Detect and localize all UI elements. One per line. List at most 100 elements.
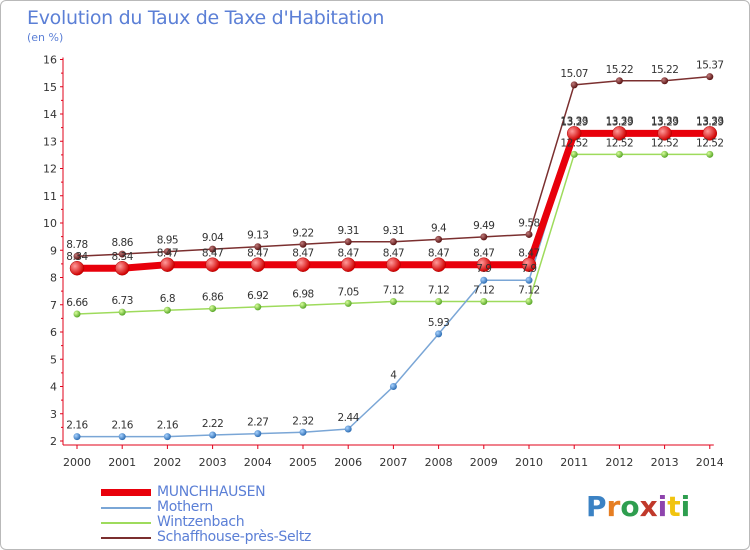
x-tick-label: 2005 xyxy=(289,456,317,469)
data-point xyxy=(480,276,488,284)
data-label: 8.47 xyxy=(202,248,223,260)
data-point xyxy=(525,276,533,284)
y-tick-label: 8 xyxy=(50,272,57,285)
data-point xyxy=(254,303,262,311)
data-point xyxy=(521,257,537,272)
data-label: 13.29 xyxy=(696,116,724,128)
data-label: 2.16 xyxy=(112,420,134,432)
legend-label: Mothern xyxy=(157,499,213,515)
data-point xyxy=(344,238,352,246)
logo-letter: r xyxy=(606,490,621,523)
y-tick-label: 12 xyxy=(43,163,57,176)
data-labels: 8.34 8.34 8.47 8.47 8.47 8.47 8.47 8.47 8.47 8.47… xyxy=(66,60,724,432)
data-point xyxy=(205,257,220,272)
data-point xyxy=(163,248,171,256)
data-label: 13.33 xyxy=(606,115,634,127)
y-tick-label: 5 xyxy=(50,353,57,366)
data-label: 9.31 xyxy=(338,225,359,237)
data-label: 8.78 xyxy=(66,239,87,251)
data-label: 9.49 xyxy=(473,220,494,232)
data-label: 12.52 xyxy=(696,137,724,149)
x-tick-label: 2010 xyxy=(515,456,543,469)
data-label: 8.34 xyxy=(112,251,134,263)
data-point xyxy=(706,73,714,81)
y-tick-label: 7 xyxy=(50,299,57,312)
x-tick-label: 2001 xyxy=(108,456,136,469)
chart-subtitle: (en %) xyxy=(27,31,64,44)
data-point xyxy=(299,428,307,436)
data-point xyxy=(389,383,397,390)
data-point xyxy=(612,126,627,141)
x-tick-label: 2007 xyxy=(379,456,407,469)
data-point xyxy=(657,126,672,141)
data-point xyxy=(525,297,533,305)
data-label: 7.12 xyxy=(473,284,494,296)
x-tick-label: 2002 xyxy=(153,456,181,469)
data-label: 4 xyxy=(390,370,397,382)
data-label: 13.33 xyxy=(696,115,724,127)
data-label: 8.47 xyxy=(338,248,359,260)
data-point xyxy=(566,126,582,141)
data-point xyxy=(480,297,488,305)
data-label: 7.9 xyxy=(521,263,536,275)
data-label: 6.86 xyxy=(202,292,224,304)
x-tick-label: 2000 xyxy=(63,456,91,469)
data-label: 9.22 xyxy=(292,227,313,239)
data-label: 15.37 xyxy=(696,60,724,72)
x-tick-label: 2013 xyxy=(651,456,679,469)
data-label: 7.12 xyxy=(518,284,539,296)
data-label: 8.47 xyxy=(428,248,449,260)
data-label: 5.93 xyxy=(428,317,449,329)
data-point xyxy=(570,150,578,158)
data-point xyxy=(118,308,126,316)
data-label: 9.04 xyxy=(202,232,224,244)
data-point xyxy=(480,233,488,241)
data-label: 15.07 xyxy=(560,68,588,80)
data-label: 8.47 xyxy=(518,248,539,260)
x-tick-label: 2008 xyxy=(425,456,453,469)
data-label: 8.47 xyxy=(157,248,178,260)
data-label: 13.29 xyxy=(606,116,634,128)
y-tick-label: 9 xyxy=(50,244,57,257)
data-label: 9.4 xyxy=(431,222,447,234)
data-label: 15.22 xyxy=(606,64,634,76)
y-tick-label: 2 xyxy=(50,435,57,448)
data-point xyxy=(570,81,578,89)
data-label: 9.13 xyxy=(247,230,268,242)
logo-letter: x xyxy=(639,490,658,523)
data-label: 6.66 xyxy=(66,297,88,309)
x-tick-label: 2006 xyxy=(334,456,362,469)
data-point xyxy=(118,433,126,441)
legend-swatch xyxy=(101,522,151,524)
data-label: 2.16 xyxy=(66,420,88,432)
data-point xyxy=(73,252,81,260)
y-tick-label: 15 xyxy=(43,81,57,94)
data-point xyxy=(389,297,397,305)
y-tick-label: 13 xyxy=(43,135,57,148)
data-label: 2.27 xyxy=(247,417,268,429)
data-point xyxy=(209,245,217,253)
x-tick-label: 2009 xyxy=(470,456,498,469)
logo-letter: P xyxy=(586,490,607,523)
data-label: 7.12 xyxy=(383,284,404,296)
y-tick-label: 16 xyxy=(43,54,57,67)
legend-swatch xyxy=(101,537,151,539)
y-tick-label: 4 xyxy=(50,381,57,394)
axes: 2 3 4 5 6 7 8 9 10 11 12 13 14 15 16 2000 2001 2002 2003 20… xyxy=(43,54,724,470)
data-point xyxy=(254,430,262,438)
x-tick-label: 2011 xyxy=(560,456,588,469)
data-point xyxy=(435,330,443,338)
data-point xyxy=(435,297,443,305)
data-point xyxy=(160,257,175,272)
data-label: 9.58 xyxy=(518,217,539,229)
legend-swatch xyxy=(101,507,151,509)
legend-swatch xyxy=(101,489,151,496)
data-point xyxy=(615,77,623,85)
logo-letter: i xyxy=(680,490,691,523)
data-label: 12.52 xyxy=(560,137,588,149)
legend-label: Wintzenbach xyxy=(157,514,245,530)
data-point xyxy=(344,299,352,307)
data-label: 8.86 xyxy=(112,237,134,249)
y-tick-label: 14 xyxy=(43,108,57,121)
